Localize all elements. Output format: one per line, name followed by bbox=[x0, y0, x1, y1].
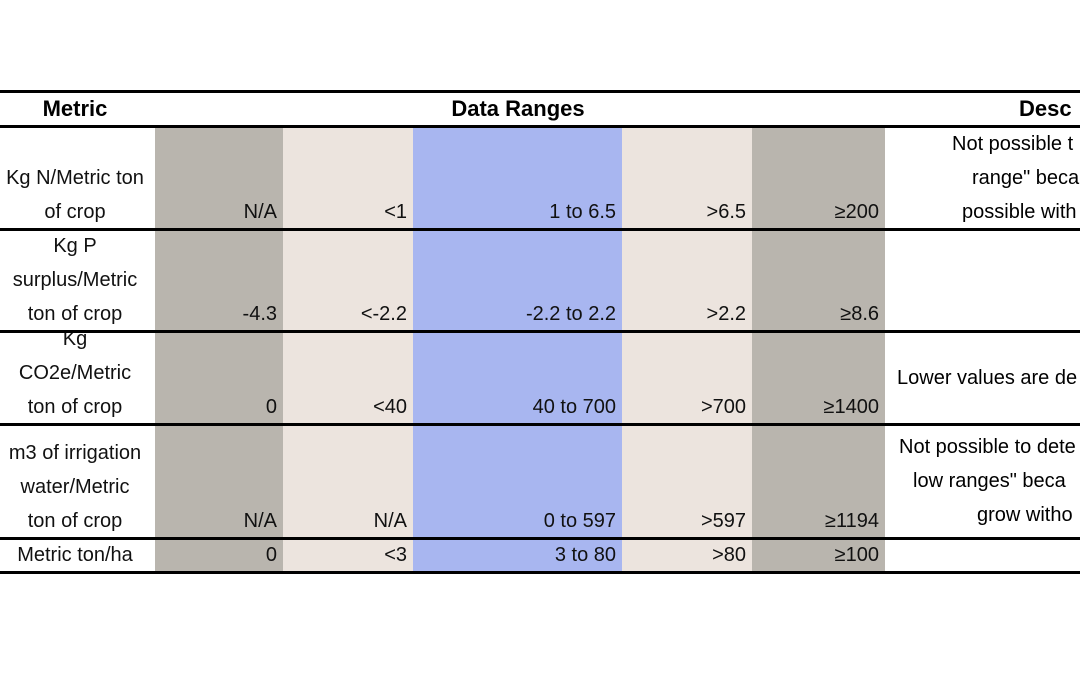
range-value: <1 bbox=[384, 201, 407, 223]
metric-line: ton of crop bbox=[27, 396, 123, 418]
range-value: 0 to 597 bbox=[543, 510, 616, 532]
range-value: -2.2 to 2.2 bbox=[525, 303, 616, 325]
row-border bbox=[0, 228, 1080, 231]
description-line: range" becau bbox=[972, 166, 1080, 189]
range-value: N/A bbox=[243, 510, 277, 532]
range-value: <3 bbox=[384, 544, 407, 566]
row-border bbox=[0, 423, 1080, 426]
description-line: Not possible to dete bbox=[899, 436, 1076, 458]
metric-line: of crop bbox=[44, 201, 106, 223]
range-cell: 1 to 6.5 bbox=[413, 126, 622, 229]
range-cell: N/A bbox=[155, 126, 283, 229]
metric-cell: Kg N/Metric ton of crop bbox=[0, 126, 170, 229]
range-cell: 0 to 597 bbox=[413, 424, 622, 538]
range-value: <40 bbox=[373, 396, 407, 418]
range-cell: ≥1194 bbox=[752, 424, 885, 538]
range-value: -4.3 bbox=[242, 303, 277, 325]
metric-line: CO2e/Metric bbox=[18, 362, 132, 384]
range-cell: 0 bbox=[155, 538, 283, 572]
range-cell: >597 bbox=[622, 424, 752, 538]
range-value: ≥1194 bbox=[825, 510, 879, 532]
range-cell: ≥100 bbox=[752, 538, 885, 572]
range-cell: 0 bbox=[155, 331, 283, 424]
row-border bbox=[0, 330, 1080, 333]
range-cell: <40 bbox=[283, 331, 413, 424]
range-cell: ≥8.6 bbox=[752, 229, 885, 331]
range-cell: <3 bbox=[283, 538, 413, 572]
metric-cell: Metric ton/ha bbox=[0, 538, 170, 572]
description-line: Not possible t bbox=[952, 132, 1074, 155]
range-value: 1 to 6.5 bbox=[549, 201, 616, 223]
range-cell: >6.5 bbox=[622, 126, 752, 229]
row-border bbox=[0, 90, 1080, 93]
metric-line: ton of crop bbox=[27, 303, 123, 325]
row-border bbox=[0, 571, 1080, 574]
range-value: 0 bbox=[265, 396, 277, 418]
range-value: ≥8.6 bbox=[840, 303, 879, 325]
metric-line: Kg P bbox=[53, 235, 97, 257]
row-border bbox=[0, 125, 1080, 128]
range-cell: >2.2 bbox=[622, 229, 752, 331]
range-value: >597 bbox=[700, 510, 746, 532]
metric-line: surplus/Metric bbox=[12, 269, 138, 291]
metric-cell: m3 of irrigation water/Metric ton of crop bbox=[0, 424, 170, 538]
description-line: grow witho bbox=[977, 504, 1073, 526]
range-value: >80 bbox=[712, 544, 746, 566]
range-value: <-2.2 bbox=[360, 303, 407, 325]
metric-line: Kg bbox=[62, 331, 88, 350]
range-cell: -4.3 bbox=[155, 229, 283, 331]
header-ranges: Data Ranges bbox=[451, 96, 585, 121]
range-value: 0 bbox=[265, 544, 277, 566]
range-value: 40 to 700 bbox=[532, 396, 616, 418]
range-cell: N/A bbox=[155, 424, 283, 538]
header-description: Desc bbox=[1019, 96, 1072, 121]
range-value: >2.2 bbox=[706, 303, 746, 325]
range-value: ≥100 bbox=[834, 544, 879, 566]
range-value: ≥200 bbox=[834, 201, 879, 223]
metric-line: ton of crop bbox=[27, 510, 123, 532]
range-cell: -2.2 to 2.2 bbox=[413, 229, 622, 331]
range-cell: N/A bbox=[283, 424, 413, 538]
range-cell: >80 bbox=[622, 538, 752, 572]
range-cell: 3 to 80 bbox=[413, 538, 622, 572]
range-value: N/A bbox=[373, 510, 407, 532]
description-line: Lower values are de bbox=[897, 366, 1078, 389]
range-cell: ≥1400 bbox=[752, 331, 885, 424]
description-line: low ranges" beca bbox=[913, 470, 1066, 492]
description-line: possible with bbox=[962, 200, 1077, 223]
metric-line: Metric ton/ha bbox=[17, 544, 133, 566]
range-value: >6.5 bbox=[706, 201, 746, 223]
range-cell: <1 bbox=[283, 126, 413, 229]
metric-line: water/Metric bbox=[20, 476, 130, 498]
row-border bbox=[0, 537, 1080, 540]
metric-cell: Kg CO2e/Metric ton of crop bbox=[0, 331, 170, 424]
range-value: >700 bbox=[700, 396, 746, 418]
range-cell: >700 bbox=[622, 331, 752, 424]
range-cell: <-2.2 bbox=[283, 229, 413, 331]
metric-line: Kg N/Metric ton bbox=[6, 167, 144, 189]
range-value: ≥1400 bbox=[823, 396, 879, 418]
range-cell: 40 to 700 bbox=[413, 331, 622, 424]
metric-cell: Kg P surplus/Metric ton of crop bbox=[0, 229, 170, 331]
range-value: 3 to 80 bbox=[554, 544, 616, 566]
header-metric: Metric bbox=[42, 96, 108, 121]
metric-line: m3 of irrigation bbox=[8, 442, 142, 464]
range-value: N/A bbox=[243, 201, 277, 223]
range-cell: ≥200 bbox=[752, 126, 885, 229]
